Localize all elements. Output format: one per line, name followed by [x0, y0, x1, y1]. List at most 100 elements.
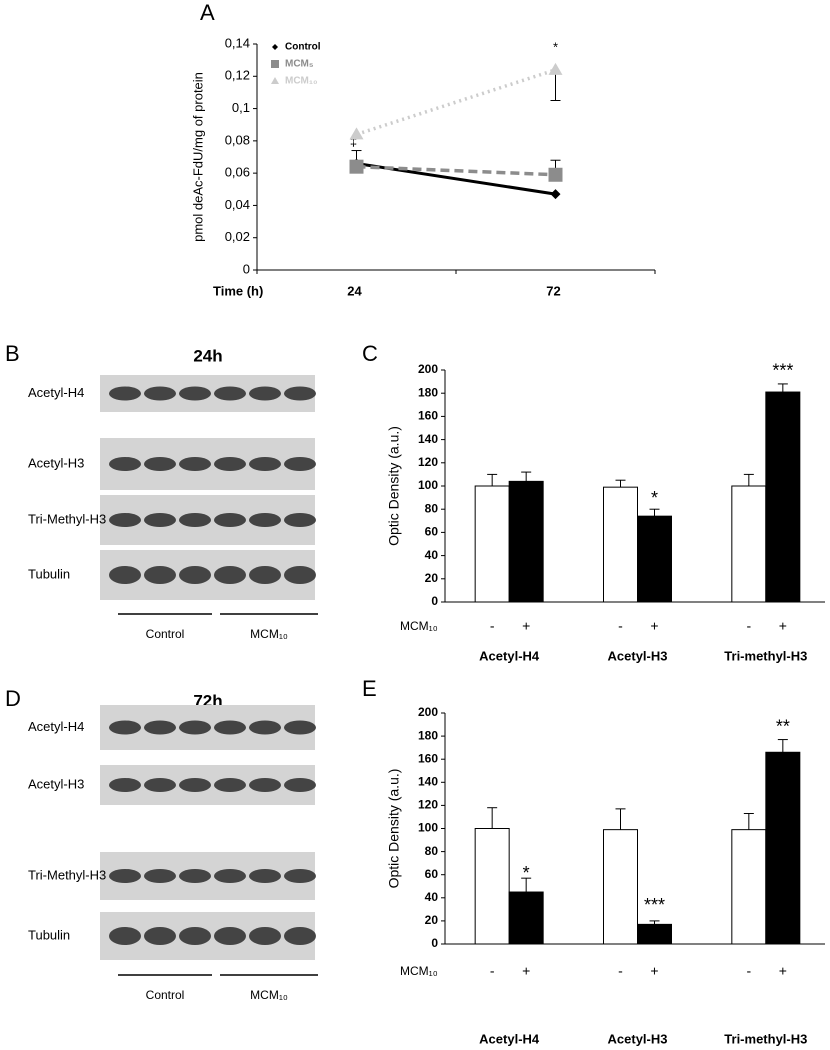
group-label: MCM₁₀: [250, 627, 288, 641]
y-tick-label: 180: [418, 728, 438, 742]
bar: [474, 485, 510, 603]
blot-band: [179, 457, 211, 471]
series-line: [355, 68, 557, 137]
y-tick-label: 0: [243, 261, 250, 276]
blot-band: [144, 869, 176, 883]
marker: [548, 62, 563, 75]
blot-band: [144, 386, 176, 401]
y-tick-label: 100: [418, 821, 438, 835]
marker: [550, 189, 561, 200]
blot-band: [109, 566, 141, 584]
blot-band: [214, 513, 246, 527]
y-axis-label: Optic Density (a.u.): [386, 769, 402, 889]
legend-label: MCM₅: [285, 59, 314, 70]
legend-marker: [271, 77, 279, 84]
blot-band: [214, 720, 246, 735]
blot-band: [179, 566, 211, 584]
y-tick-label: 0: [431, 936, 438, 950]
blot-band: [144, 720, 176, 735]
group-label: MCM₁₀: [400, 619, 438, 633]
blot-band: [179, 513, 211, 527]
bar: [731, 485, 767, 603]
bar: [765, 391, 801, 603]
y-tick-label: 140: [418, 774, 438, 788]
blot-band: [144, 778, 176, 792]
series-label: -: [490, 618, 495, 634]
significance: ***: [772, 361, 793, 381]
blot-band: [144, 927, 176, 945]
x-tick-label: Tri-methyl-H3: [724, 1031, 807, 1046]
significance: *: [553, 39, 558, 54]
series-label: +: [779, 618, 787, 634]
blot-band: [249, 513, 281, 527]
y-tick-label: 80: [425, 844, 439, 858]
blot-band: [284, 566, 316, 584]
blot-band: [109, 869, 141, 883]
series-label: +: [650, 963, 658, 979]
y-tick-label: 100: [418, 478, 438, 492]
marker: [548, 167, 563, 182]
panel-letter: C: [362, 341, 378, 366]
blot-row-label: Tubulin: [28, 566, 70, 581]
y-tick-label: 80: [425, 501, 439, 515]
marker: [349, 127, 364, 140]
series-label: -: [618, 963, 623, 979]
bar: [765, 751, 801, 945]
group-label: Control: [146, 627, 185, 641]
y-tick-label: 200: [418, 362, 438, 376]
y-axis-label: Optic Density (a.u.): [386, 426, 402, 546]
blot-row-label: Acetyl-H3: [28, 455, 84, 470]
blot-band: [144, 457, 176, 471]
legend-marker: [272, 44, 278, 50]
series-label: -: [746, 618, 751, 634]
x-tick-label: Acetyl-H4: [479, 648, 540, 663]
blot-row-label: Tubulin: [28, 927, 70, 942]
x-tick-label: Acetyl-H3: [608, 1031, 668, 1046]
y-tick-label: 0,02: [225, 229, 250, 244]
bar: [474, 828, 510, 945]
y-tick-label: 0,12: [225, 68, 250, 83]
panel-letter: E: [362, 676, 377, 701]
series-label: +: [522, 618, 530, 634]
blot-band: [284, 869, 316, 883]
blot-band: [109, 720, 141, 735]
y-tick-label: 20: [425, 913, 439, 927]
blot-band: [249, 720, 281, 735]
marker: [349, 159, 364, 174]
blot-band: [284, 386, 316, 401]
blot-row-label: Tri-Methyl-H3: [28, 511, 106, 526]
y-tick-label: 140: [418, 432, 438, 446]
group-label: MCM₁₀: [400, 964, 438, 978]
legend-marker: [271, 60, 279, 68]
blot-band: [214, 927, 246, 945]
series-label: -: [490, 963, 495, 979]
blot-band: [249, 778, 281, 792]
blot-band: [249, 566, 281, 584]
bar: [731, 829, 767, 945]
series-label: +: [779, 963, 787, 979]
panel-letter: A: [200, 0, 215, 25]
blot-band: [179, 720, 211, 735]
blot-row-label: Acetyl-H4: [28, 719, 84, 734]
bar: [637, 515, 672, 603]
y-tick-label: 0,14: [225, 35, 250, 50]
y-tick-label: 40: [425, 890, 439, 904]
bar: [603, 829, 638, 945]
blot-band: [284, 927, 316, 945]
y-tick-label: 0,06: [225, 165, 250, 180]
blot-band: [214, 457, 246, 471]
significance: *: [651, 488, 658, 508]
blot-band: [144, 513, 176, 527]
bar: [637, 923, 672, 945]
x-tick-label: Acetyl-H3: [608, 648, 668, 663]
y-tick-label: 200: [418, 705, 438, 719]
y-tick-label: 160: [418, 409, 438, 423]
blot-band: [214, 566, 246, 584]
y-tick-label: 0,1: [232, 100, 250, 115]
blot-row-label: Tri-Methyl-H3: [28, 867, 106, 882]
blot-band: [249, 869, 281, 883]
legend-label: Control: [285, 42, 321, 53]
blot-band: [109, 778, 141, 792]
significance: *: [523, 863, 530, 883]
